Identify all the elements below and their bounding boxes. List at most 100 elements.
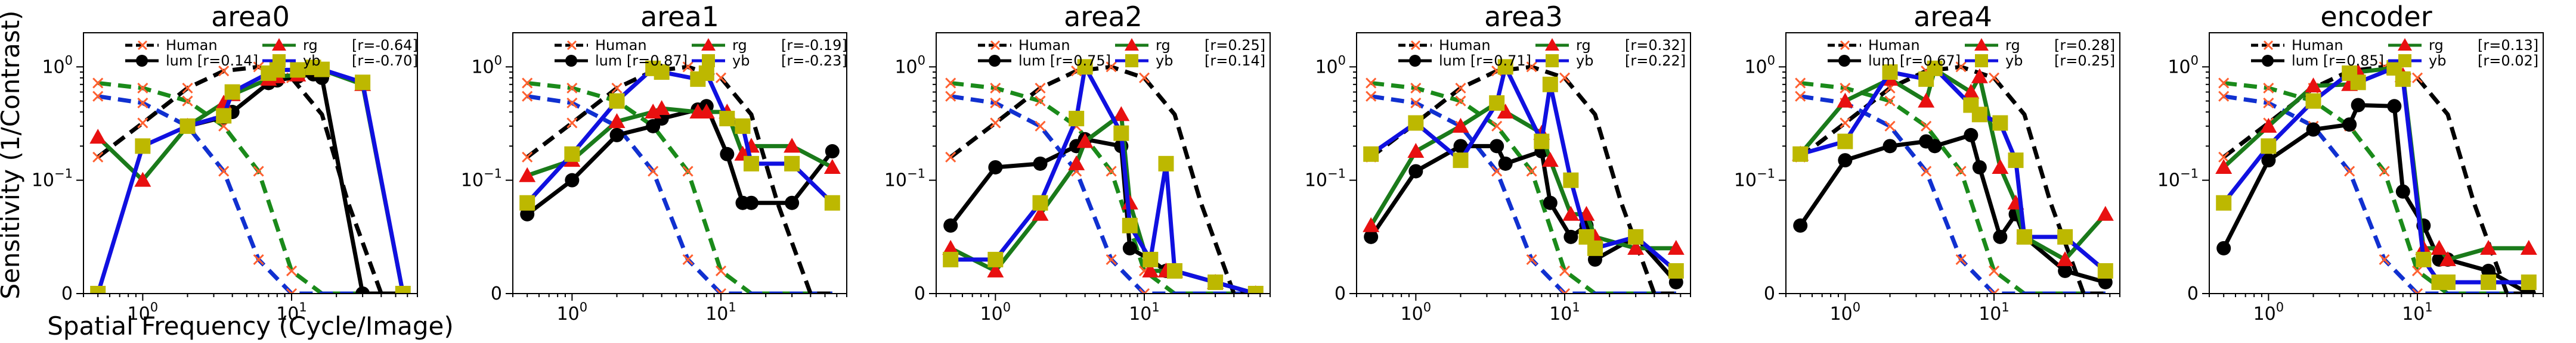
human-yb-point [1559, 288, 1571, 294]
legend-human-marker [1410, 40, 1421, 51]
rg-data-point [1837, 92, 1854, 108]
rg-data-point [784, 138, 801, 153]
legend-lum-label: lum [r=0.14] [166, 52, 258, 69]
panel-frame [936, 32, 1271, 294]
x-tick-label: 100 [2253, 300, 2284, 325]
y-tick-label: 10−1 [1734, 167, 1775, 191]
human-lum-point [2218, 151, 2230, 163]
human-yb-point [2411, 288, 2423, 294]
lum-data-point [1883, 139, 1897, 154]
rg-data-point [1667, 239, 1685, 255]
legend-human-label: Human [595, 37, 647, 54]
lum-data-point [1498, 156, 1513, 171]
human-rg-line [97, 80, 403, 294]
yb-data-point [1158, 155, 1174, 172]
human-rg-line [2223, 80, 2529, 294]
legend-human-marker [137, 40, 148, 51]
rg-data-point [2439, 251, 2456, 266]
lum-data-point [355, 286, 370, 294]
legend-yb-label: yb [2429, 52, 2446, 69]
human-yb-line [2223, 94, 2529, 294]
human-yb-point [1366, 91, 1377, 102]
x-tick-label: 100 [557, 300, 588, 325]
human-yb-point [92, 91, 104, 102]
legend-human-label: Human [166, 37, 218, 54]
legend-yb-corr: [r=-0.70] [352, 52, 418, 69]
plot-area [1792, 60, 2114, 294]
plot-area [942, 59, 1264, 294]
human-yb-point [715, 288, 727, 294]
rg-data-point [1076, 133, 1094, 148]
legend-yb-marker [702, 54, 715, 67]
yb-data-point [1363, 146, 1379, 162]
lum-data-point [2387, 99, 2402, 114]
x-tick-label: 101 [1129, 300, 1160, 325]
y-tick-label: 100 [894, 53, 925, 77]
rg-data-point [1032, 205, 1049, 221]
yb-data-point [1534, 133, 1550, 149]
human-lum-point [1035, 82, 1046, 93]
rg-data-point [1962, 83, 1980, 99]
human-yb-point [682, 254, 693, 265]
lum-data-point [1838, 153, 1853, 168]
legend-rg-label: rg [732, 37, 747, 54]
human-lum-point [1559, 72, 1571, 83]
y-tick-label: 100 [1315, 53, 1346, 77]
human-lum-point [682, 61, 693, 73]
yb-data-point [290, 62, 306, 78]
legend-lum-marker [2262, 55, 2274, 67]
y-axis-label: Sensitivity (1/Contrast) [0, 10, 25, 299]
human-lum-point [1526, 61, 1537, 73]
yb-data-point [743, 155, 759, 172]
human-yb-point [1955, 254, 1967, 265]
yb-data-point [2097, 263, 2113, 279]
human-yb-line [1800, 94, 2106, 294]
human-rg-point [182, 95, 193, 107]
panel-title: encoder [2320, 1, 2432, 33]
rg-data-point [608, 113, 626, 128]
human-yb-point [990, 97, 1001, 109]
lum-data-point [785, 195, 800, 210]
rg-data-point [2480, 239, 2497, 255]
rg-data-point [1121, 194, 1138, 210]
human-lum-point [218, 66, 230, 77]
rg-data-point [823, 158, 841, 174]
legend-yb-label: yb [1156, 52, 1173, 69]
lum-data-point [2261, 153, 2276, 168]
human-rg-point [522, 77, 533, 89]
human-lum-point [1106, 61, 1117, 73]
rg-data-point [942, 239, 959, 255]
human-yb-point [648, 166, 659, 177]
x-tick-label: 100 [1401, 300, 1432, 325]
legend-yb-marker [1125, 54, 1138, 67]
legend-rg-marker [272, 38, 286, 51]
y-tick-label: 100 [1744, 53, 1775, 77]
yb-data-point [519, 195, 535, 211]
yb-data-point [2016, 229, 2032, 245]
y-tick-label: 0 [1764, 283, 1775, 304]
yb-data-point [609, 93, 625, 109]
yb-data-point [395, 286, 411, 294]
y-tick-label: 0 [491, 283, 502, 304]
lum-data-point [2216, 241, 2231, 255]
human-rg-point [92, 77, 104, 89]
lum-data-point [825, 144, 840, 159]
yb-data-point [2521, 274, 2537, 290]
human-rg-point [1921, 120, 1932, 132]
yb-data-point [2481, 274, 2497, 290]
human-lum-point [522, 151, 533, 163]
x-tick-label: 101 [705, 300, 736, 325]
plot-area [89, 60, 411, 294]
legend-lum-marker [565, 55, 577, 67]
yb-data-point [698, 65, 714, 81]
yb-data-point [784, 155, 800, 172]
lum-data-point [609, 127, 624, 142]
yb-data-point [1587, 240, 1603, 256]
legend-rg-corr: [r=-0.19] [781, 37, 847, 54]
lum-data-point [943, 218, 958, 233]
human-lum-point [611, 82, 623, 93]
legend-lum-marker [1838, 55, 1850, 67]
